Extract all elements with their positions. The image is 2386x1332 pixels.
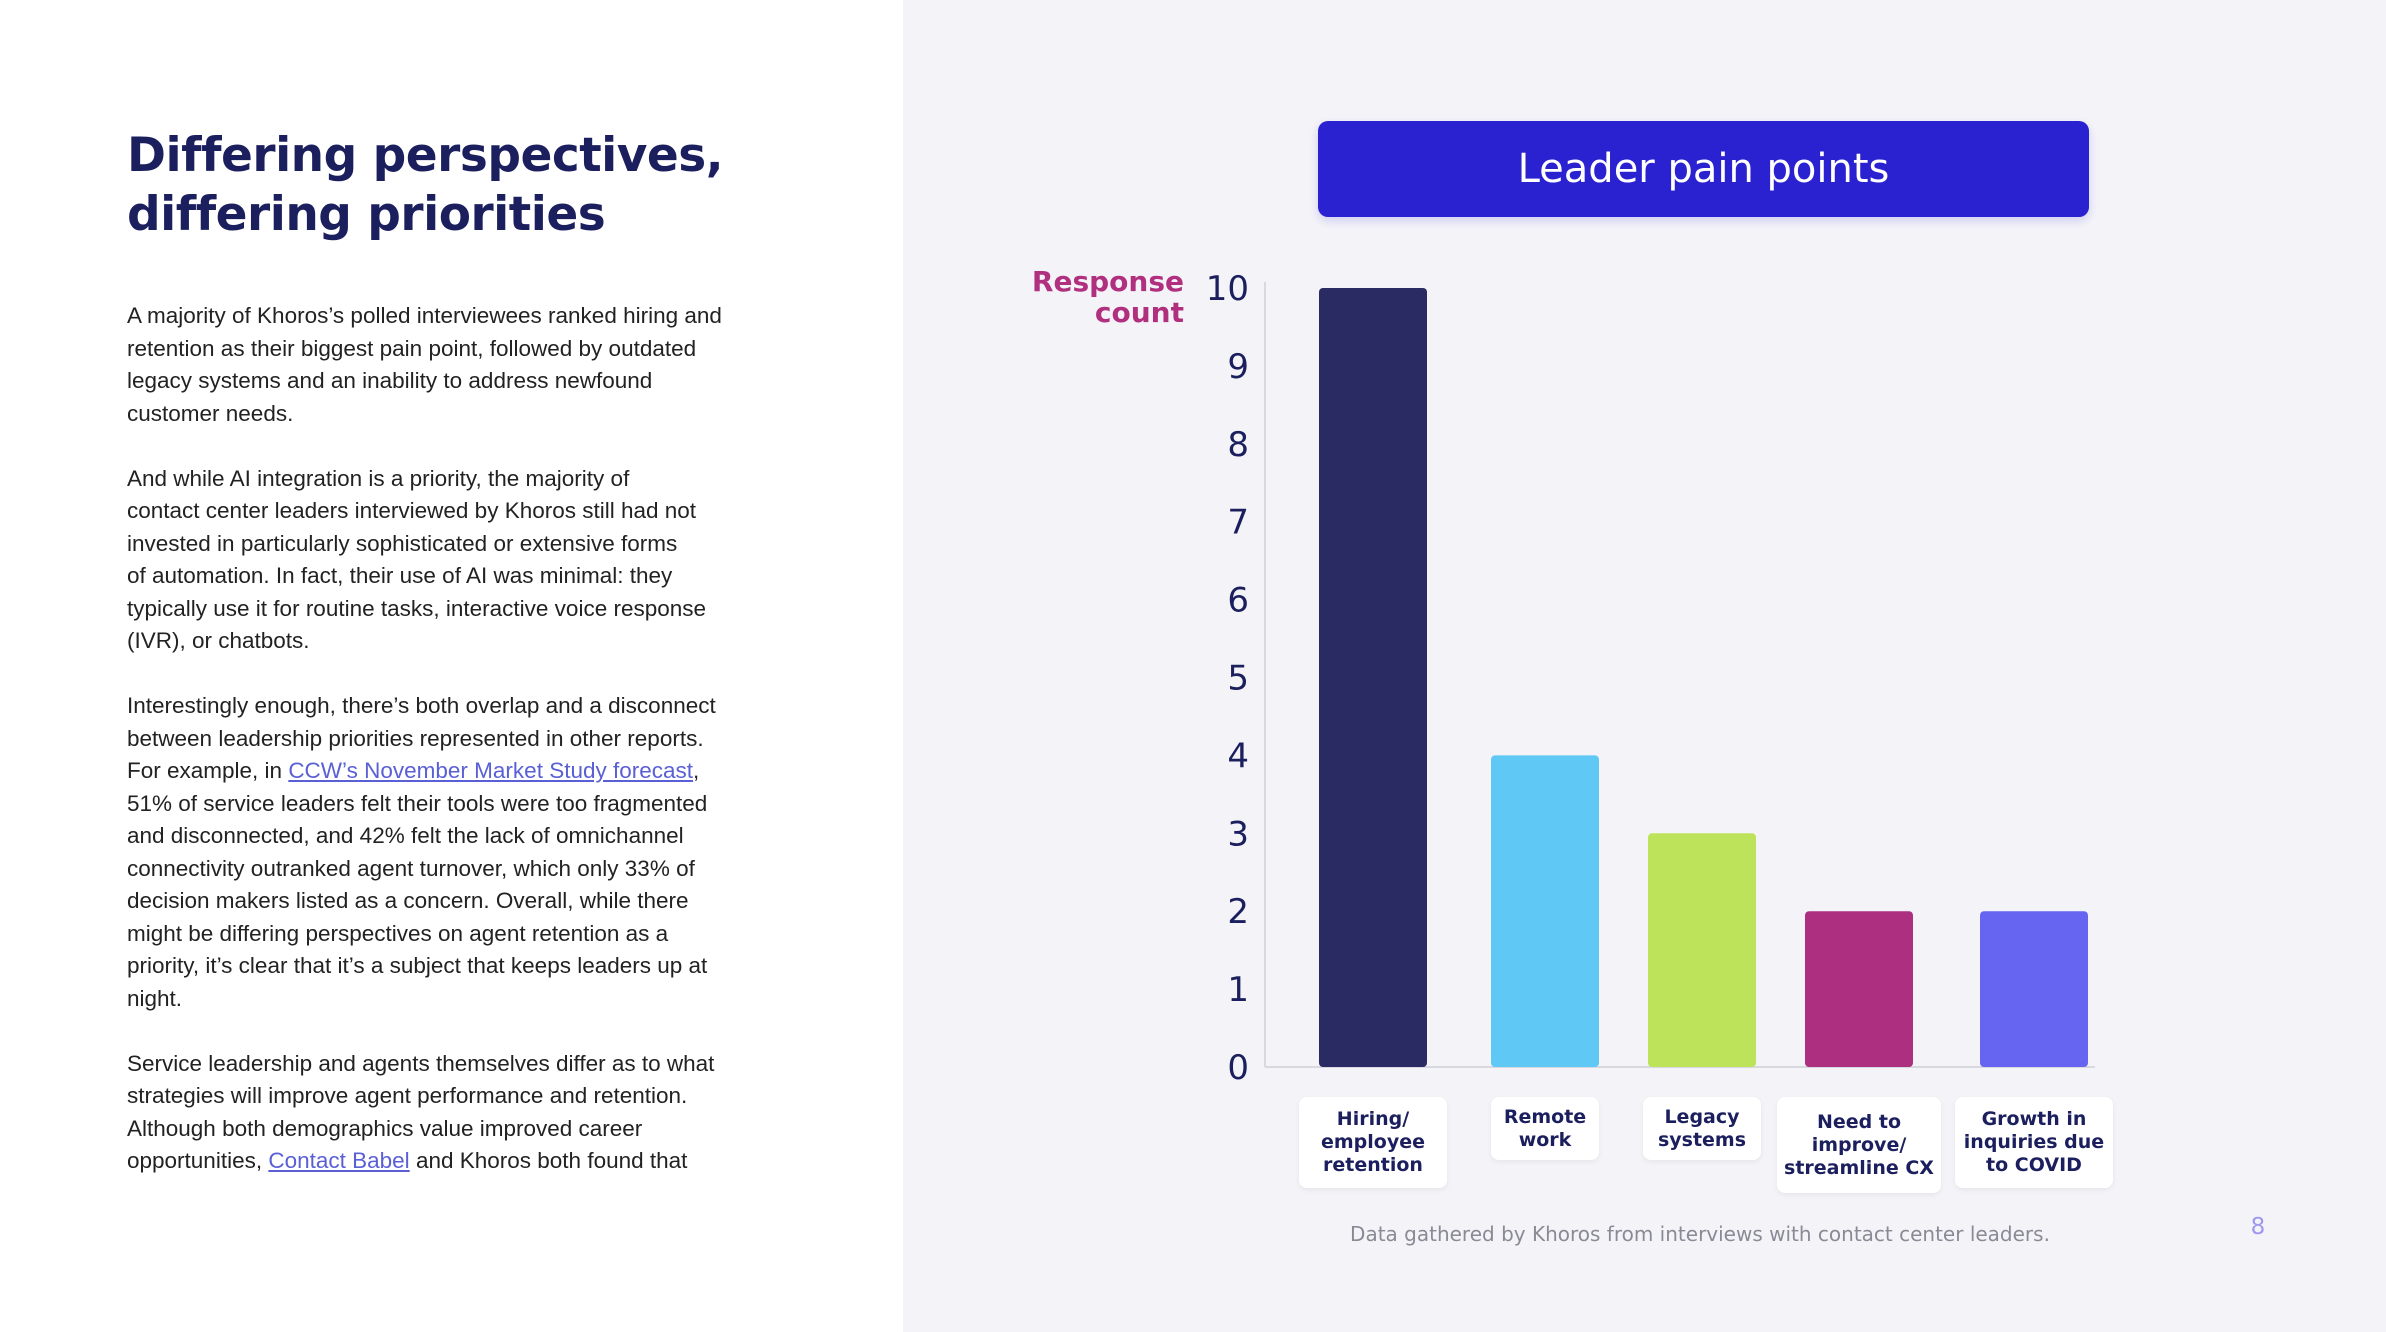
text-line: For example, in CCW’s November Market St… [127,755,787,788]
ccw-market-study-link[interactable]: CCW’s November Market Study forecast [288,758,694,783]
chart-title-box: Leader pain points [1318,121,2089,217]
text-line: customer needs. [127,400,294,426]
bar [1648,833,1756,1067]
y-tick-label: 6 [1227,581,1249,621]
text-line: Service leadership and agents themselves… [127,1050,715,1076]
y-axis-label: Response count [1000,266,1184,328]
y-axis-label-line: count [1094,296,1184,329]
page-number: 8 [2250,1214,2266,1240]
left-panel: Differing perspectives, differing priori… [0,0,903,1332]
bar [1491,755,1599,1067]
text-line: decision makers listed as a concern. Ove… [127,888,689,913]
text-line: of automation. In fact, their use of AI … [127,563,673,588]
y-tick-label: 10 [1206,269,1249,309]
y-tick-label: 9 [1227,347,1249,387]
text-line: opportunities, Contact Babel and Khoros … [127,1145,787,1178]
text-fragment: opportunities, [127,1148,269,1173]
x-tick-label: Growth in inquiries due to COVID [1955,1097,2113,1188]
y-tick-label: 0 [1227,1048,1249,1088]
bar [1319,288,1427,1067]
y-tick-label: 1 [1227,970,1249,1010]
text-line: (IVR), or chatbots. [127,628,310,653]
text-line: And while AI integration is a priority, … [127,465,630,491]
chart-caption: Data gathered by Khoros from interviews … [1350,1222,2050,1246]
text-line: night. [127,985,183,1011]
text-line: Interestingly enough, there’s both overl… [127,693,716,718]
text-line: retention as their biggest pain point, f… [127,335,697,361]
x-tick-label: Need to improve/ streamline CX [1777,1097,1941,1193]
text-fragment: and Khoros both found that [409,1148,688,1173]
y-tick-label: 2 [1227,892,1249,932]
text-line: priority, it’s clear that it’s a subject… [127,953,708,978]
page-title-line: Differing perspectives, [127,128,724,183]
paragraph-1: A majority of Khoros’s polled interviewe… [127,300,787,430]
x-tick-label: Remote work [1491,1097,1599,1160]
x-tick-label: Legacy systems [1643,1097,1761,1160]
chart-title: Leader pain points [1517,146,1890,192]
bar [1805,911,1913,1067]
y-tick-label: 3 [1227,814,1249,854]
text-line: might be differing perspectives on agent… [127,920,669,946]
text-line: legacy systems and an inability to addre… [127,368,653,393]
y-tick-label: 7 [1227,503,1249,543]
text-line: and disconnected, and 42% felt the lack … [127,823,684,848]
bar [1980,911,2088,1067]
paragraph-2: And while AI integration is a priority, … [127,463,787,658]
text-line: typically use it for routine tasks, inte… [127,595,707,621]
text-line: Although both demographics value improve… [127,1115,643,1141]
text-line: 51% of service leaders felt their tools … [127,790,708,816]
page-title-line: differing priorities [127,187,606,242]
text-line: connectivity outranked agent turnover, w… [127,855,695,881]
text-line: between leadership priorities represente… [127,725,704,751]
text-fragment: , [693,758,700,783]
y-axis-label-line: Response [1031,265,1184,298]
contact-babel-link[interactable]: Contact Babel [268,1148,410,1173]
x-tick-label: Hiring/ employee retention [1299,1097,1447,1188]
text-line: contact center leaders interviewed by Kh… [127,498,697,523]
paragraph-4: Service leadership and agents themselves… [127,1048,787,1178]
y-tick-label: 4 [1227,736,1249,776]
y-tick-label: 5 [1227,659,1249,699]
text-line: invested in particularly sophisticated o… [127,530,678,556]
text-line: A majority of Khoros’s polled interviewe… [127,303,722,328]
text-fragment: For example, in [127,758,289,783]
page-title: Differing perspectives, differing priori… [127,126,827,244]
y-tick-label: 8 [1227,425,1249,465]
body-text: A majority of Khoros’s polled interviewe… [127,300,787,1210]
paragraph-3: Interestingly enough, there’s both overl… [127,690,787,1015]
text-line: strategies will improve agent performanc… [127,1083,688,1108]
